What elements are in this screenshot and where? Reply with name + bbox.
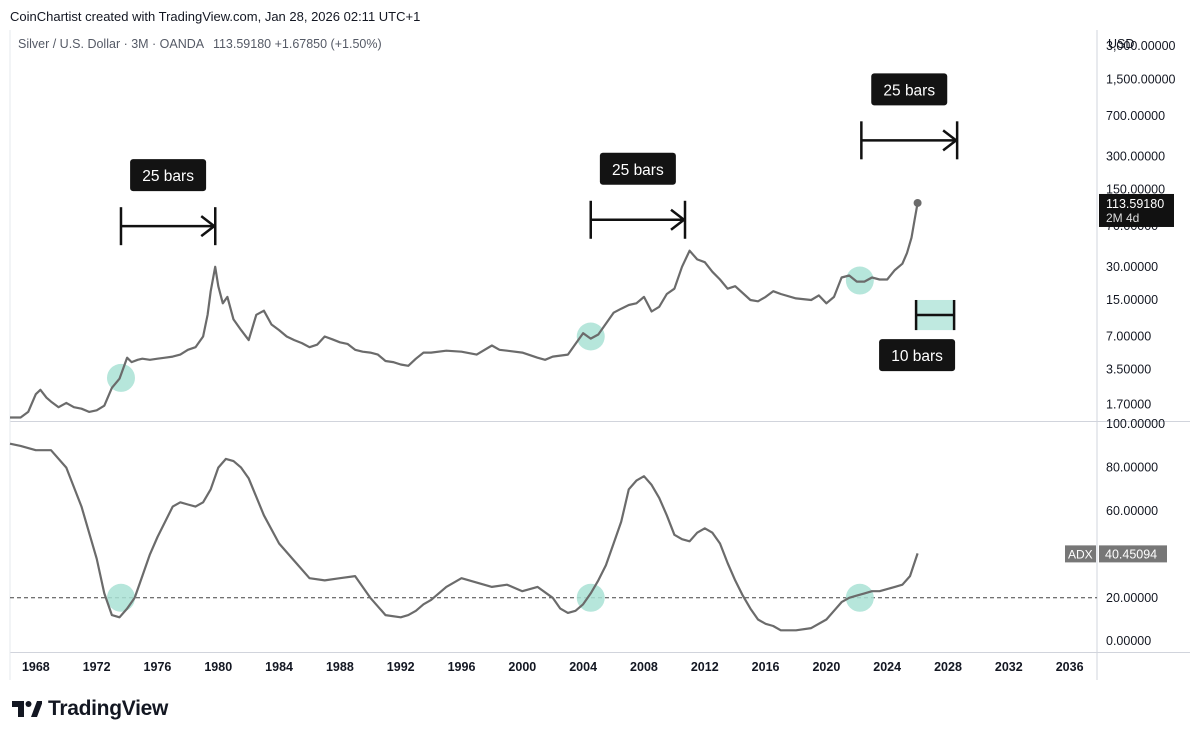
time-tick-label: 2032 [995, 660, 1023, 674]
time-tick-label: 1996 [448, 660, 476, 674]
price-tick-label: 7.00000 [1106, 330, 1151, 344]
measure-label: 25 bars [142, 168, 194, 185]
time-tick-label: 1972 [83, 660, 111, 674]
measure-label-box [879, 339, 956, 372]
tradingview-logo-icon [12, 701, 42, 717]
time-tick-label: 2008 [630, 660, 658, 674]
measure-label-box [130, 159, 207, 192]
adx-pane: 100.00000 80.00000 60.00000 20.00000 0.00000… [9, 417, 1167, 648]
measure-label: 25 bars [612, 162, 664, 179]
adx-name-label: ADX [1068, 547, 1093, 561]
symbol-name: Silver / U.S. Dollar · 3M · OANDA [18, 37, 204, 51]
price-tick-label: 15.00000 [1106, 293, 1158, 307]
attribution-text: CoinChartist created with TradingView.co… [10, 9, 421, 24]
time-tick-label: 2036 [1056, 660, 1084, 674]
adx-highlight-circle [845, 583, 874, 612]
time-tick-label: 1988 [326, 660, 354, 674]
adx-line [9, 442, 919, 632]
time-tick-label: 1980 [204, 660, 232, 674]
silver-price-line [10, 202, 919, 419]
symbol-price: 113.59180 [212, 37, 272, 51]
measure-label-box [599, 152, 676, 185]
adx-value-badge [1099, 545, 1167, 563]
price-tick-label: 150.00000 [1106, 183, 1165, 197]
symbol-legend[interactable]: Silver / U.S. Dollar · 3M · OANDA 113.59… [18, 37, 382, 51]
price-tick-label: 30.00000 [1106, 260, 1158, 274]
time-tick-label: 2000 [508, 660, 536, 674]
time-tick-label: 1984 [265, 660, 293, 674]
price-tick-label: 700.00000 [1106, 109, 1165, 123]
price-tick-label: 1.70000 [1106, 397, 1151, 411]
chart-frame: USD [9, 30, 1190, 680]
symbol-change: +1.67850 (+1.50%) [274, 37, 382, 51]
time-tick-label: 1976 [144, 660, 172, 674]
measure-label: 10 bars [891, 348, 943, 365]
adx-tick-label: 60.00000 [1106, 504, 1158, 518]
price-tick-label: 3.50000 [1106, 363, 1151, 377]
time-tick-label: 2020 [812, 660, 840, 674]
price-pane: 3,000.00000 1,500.00000 700.00000 300.00000… [10, 39, 1176, 419]
time-tick-label: 1992 [387, 660, 415, 674]
last-price-badge [1099, 193, 1174, 227]
time-axis: 1968 1972 1976 1980 1984 1988 1992 1996 2000 2004… [22, 660, 1084, 674]
adx-value-label: 40.45094 [1105, 547, 1157, 561]
adx-tick-label: 100.00000 [1106, 417, 1165, 431]
price-unit-label: USD [1108, 37, 1134, 51]
tradingview-logo[interactable]: TradingView [12, 697, 168, 721]
last-price-dot [913, 198, 922, 207]
adx-tick-label: 80.00000 [1106, 461, 1158, 475]
adx-tick-label: 0.00000 [1106, 634, 1151, 648]
tradingview-logo-text: TradingView [48, 697, 169, 720]
time-tick-label: 2004 [569, 660, 597, 674]
measure-label-box [871, 73, 948, 106]
price-tick-label: 1,500.00000 [1106, 72, 1176, 86]
measure-arrow-head [670, 208, 687, 231]
price-tick-label: 300.00000 [1106, 149, 1165, 163]
price-tick-label: 3,000.00000 [1106, 39, 1176, 53]
measure-label: 25 bars [883, 82, 935, 99]
adx-name-badge [1065, 545, 1096, 563]
time-tick-label: 2028 [934, 660, 962, 674]
bar-countdown-label: 2M 4d [1106, 211, 1139, 225]
adx-highlight-circle [106, 583, 135, 612]
measure-arrow-head [942, 129, 959, 152]
time-tick-label: 2012 [691, 660, 719, 674]
time-tick-label: 2024 [873, 660, 901, 674]
time-tick-label: 1968 [22, 660, 50, 674]
highlight-circle [576, 322, 605, 351]
time-tick-label: 2016 [752, 660, 780, 674]
last-price-label: 113.59180 [1106, 197, 1164, 211]
adx-tick-label: 20.00000 [1106, 591, 1158, 605]
measure-arrow-head [200, 215, 217, 238]
